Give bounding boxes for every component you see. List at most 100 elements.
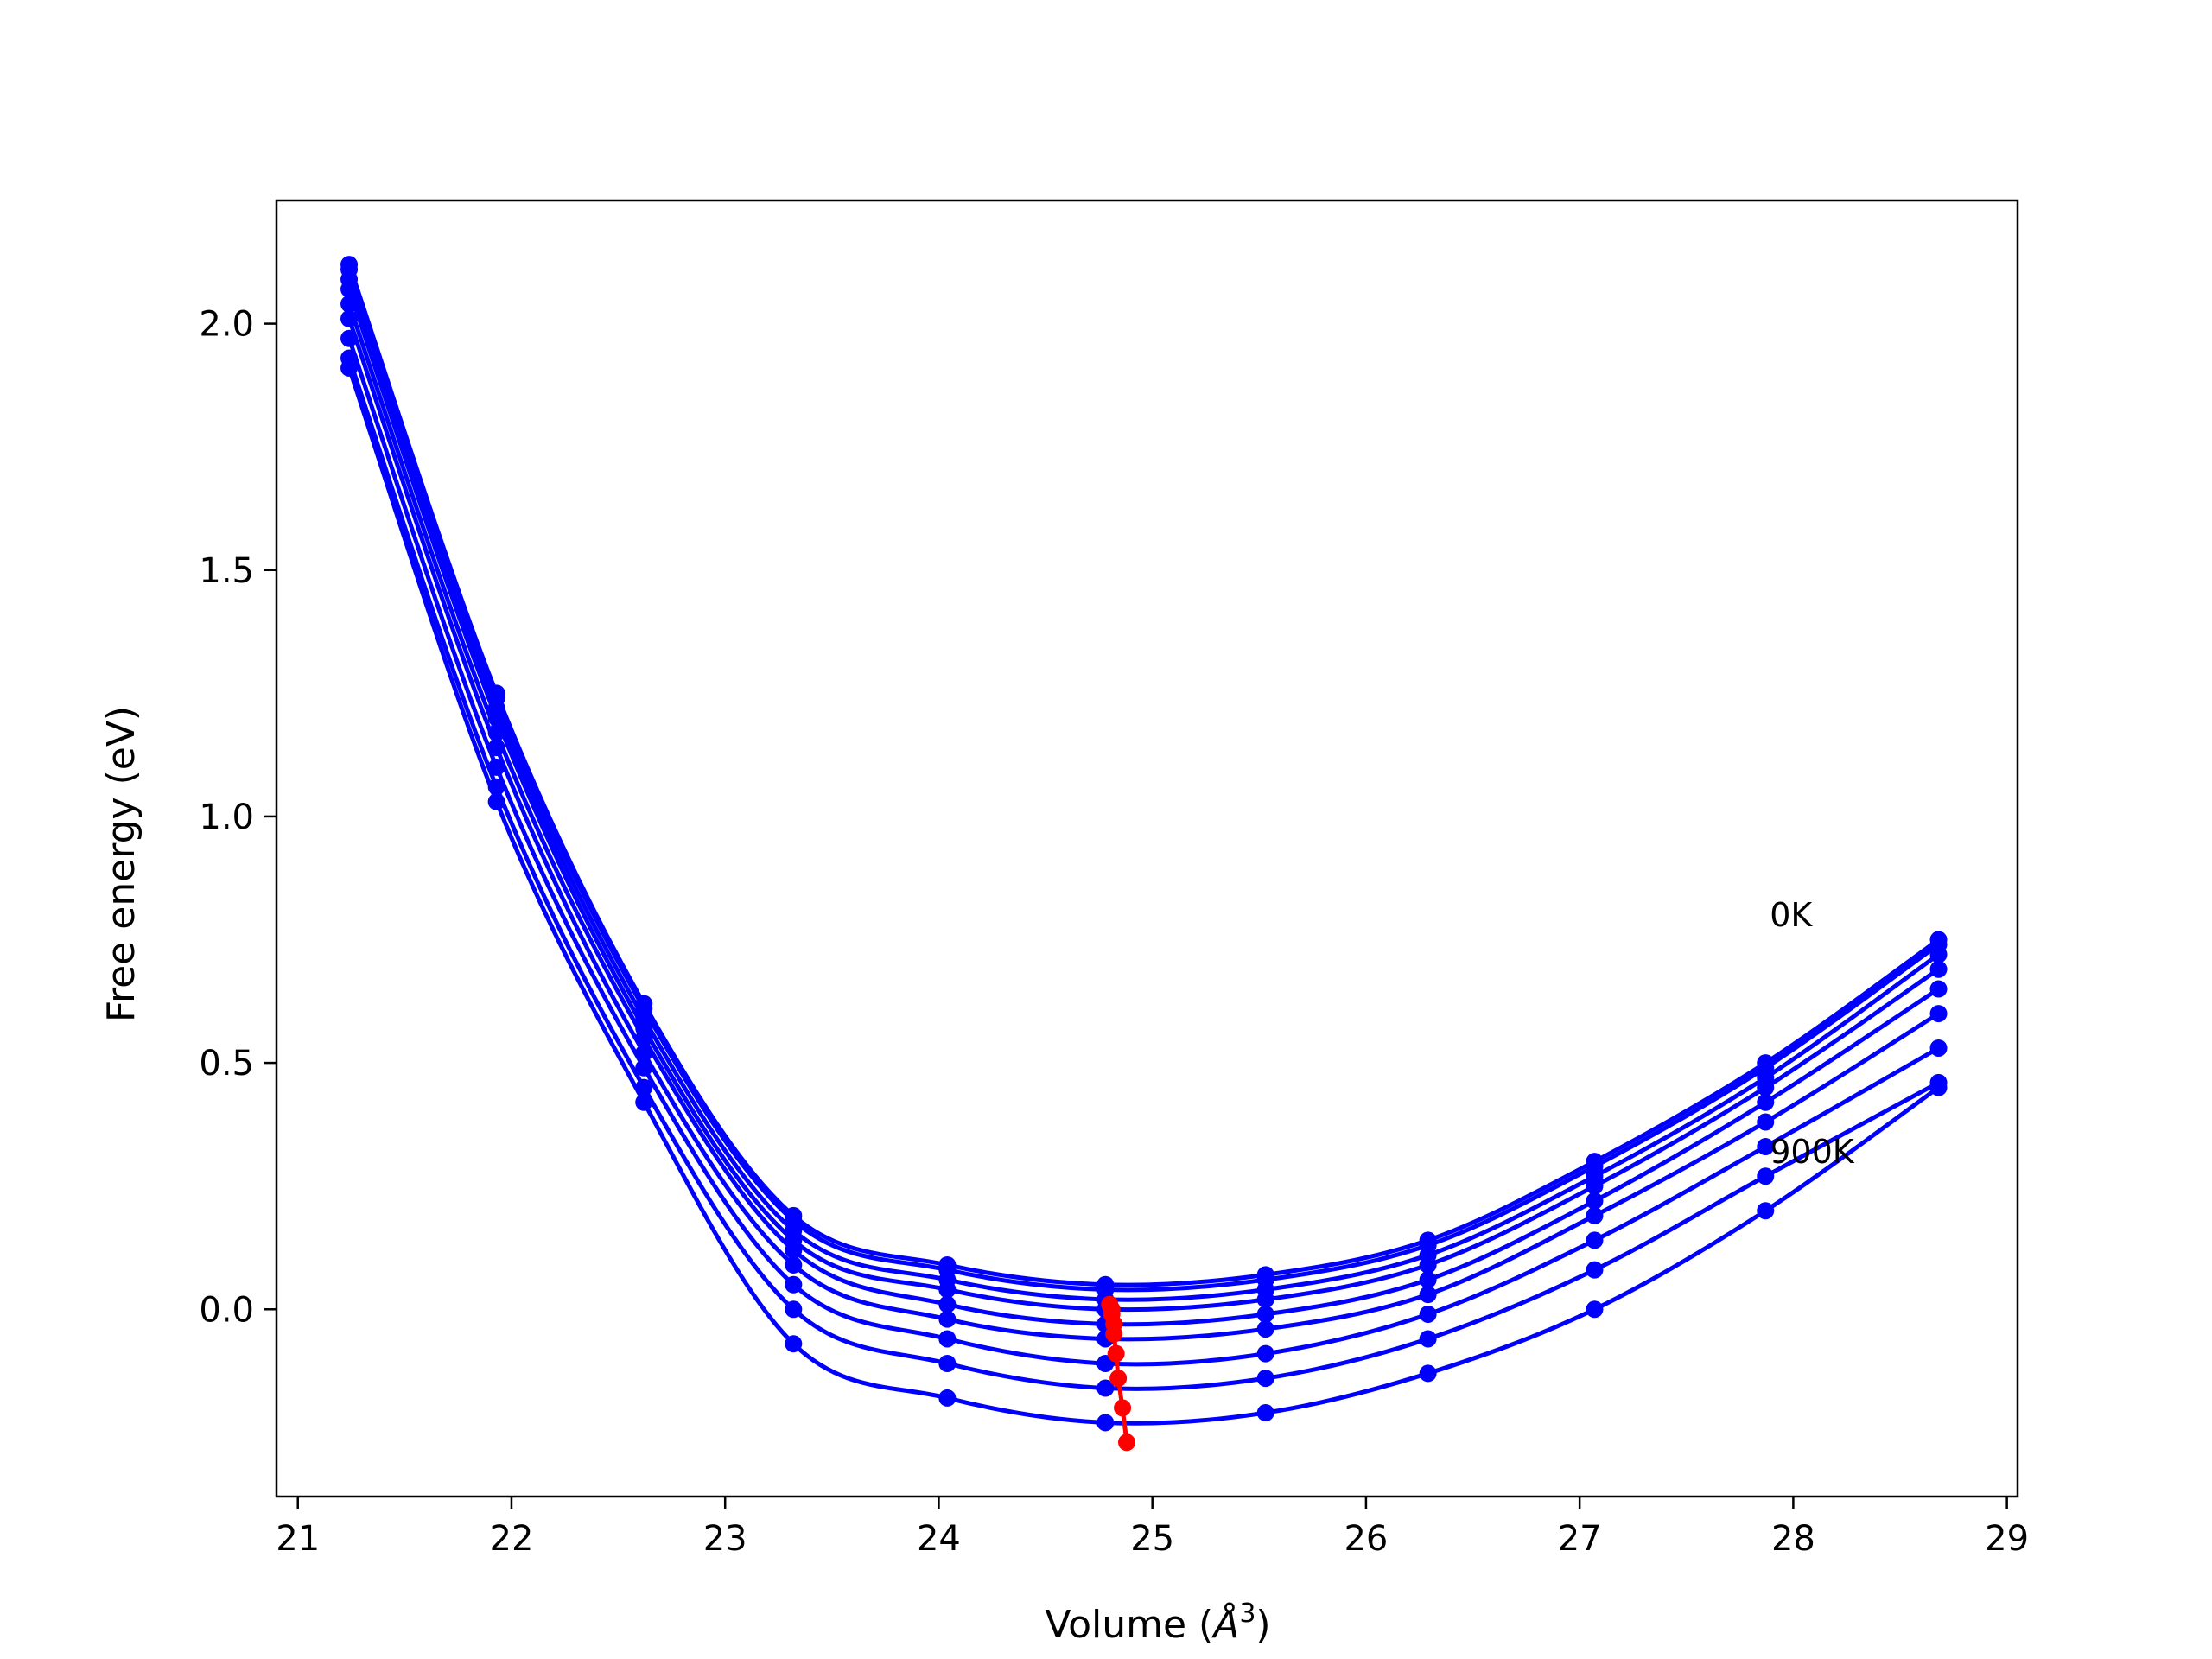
data-point [1256, 1404, 1274, 1422]
x-axis-label: Volume (Å3) [1045, 1599, 1270, 1647]
data-point [487, 792, 505, 810]
data-point [1256, 1290, 1274, 1308]
data-point [1757, 1078, 1775, 1096]
data-point [487, 758, 505, 776]
data-point [1586, 1177, 1604, 1195]
data-point [1096, 1379, 1115, 1397]
data-point [635, 1078, 653, 1096]
plot-area [275, 199, 2019, 1498]
x-tick-label: 21 [276, 1519, 320, 1559]
y-tick-label: 1.0 [199, 798, 254, 837]
data-point [340, 309, 359, 327]
data-point [1586, 1261, 1604, 1279]
x-tick-label: 27 [1558, 1519, 1602, 1559]
data-point [340, 329, 359, 347]
minimum-point [1107, 1344, 1125, 1363]
data-point [1757, 1093, 1775, 1111]
data-point [785, 1300, 803, 1319]
y-tick-label: 0.5 [199, 1044, 254, 1084]
x-tick-label: 24 [917, 1519, 961, 1559]
data-point [1419, 1364, 1437, 1382]
x-tick-label: 23 [703, 1519, 747, 1559]
data-point [1419, 1286, 1437, 1304]
data-point [1586, 1192, 1604, 1210]
data-point [785, 1275, 803, 1294]
annotation-label: 900K [1770, 1133, 1855, 1171]
annotations: 0K 900K [1770, 896, 1855, 1171]
data-point [938, 1389, 957, 1407]
minimum-point [1105, 1325, 1123, 1343]
data-point [340, 359, 359, 377]
minima-series [1101, 1295, 1136, 1452]
data-point [1096, 1414, 1115, 1432]
x-tick-label: 28 [1771, 1519, 1815, 1559]
data-point [1757, 1113, 1775, 1131]
data-point [635, 1029, 653, 1047]
data-point [938, 1281, 957, 1299]
x-tick-label: 22 [490, 1519, 534, 1559]
data-point [938, 1330, 957, 1348]
data-point [785, 1255, 803, 1274]
data-point [785, 1241, 803, 1259]
x-tick-label: 29 [1985, 1519, 2029, 1559]
data-point [1256, 1344, 1274, 1363]
fit-curve-series-5 [346, 318, 1940, 1342]
fit-curve-series-0 [346, 264, 1940, 1287]
data-point [1757, 1138, 1775, 1156]
data-point [1419, 1305, 1437, 1323]
fit-curve-series-2 [346, 278, 1940, 1302]
data-point [1929, 1078, 1948, 1096]
fit-curve-series-7 [346, 357, 1940, 1391]
y-axis: 0.0 0.5 1.0 1.5 2.0 [199, 305, 276, 1330]
data-points [340, 256, 1948, 1432]
data-point [1929, 945, 1948, 963]
data-point [487, 709, 505, 727]
data-point [1929, 1039, 1948, 1057]
data-point [785, 1335, 803, 1353]
data-point [938, 1310, 957, 1328]
data-point [1586, 1206, 1604, 1224]
data-point [1419, 1330, 1437, 1348]
data-point [340, 280, 359, 298]
y-axis-label: Free energy (eV) [99, 706, 143, 1022]
fit-curve-series-8 [346, 367, 1940, 1426]
data-point [938, 1295, 957, 1313]
fit-curve-series-6 [346, 337, 1940, 1367]
fit-curve-series-3 [346, 288, 1940, 1313]
fit-curve-series-1 [346, 269, 1940, 1293]
y-tick-label: 0.0 [199, 1290, 254, 1330]
minimum-point [1109, 1370, 1128, 1388]
data-point [635, 1093, 653, 1111]
fit-curves [346, 264, 1940, 1426]
data-point [340, 295, 359, 313]
data-point [635, 1058, 653, 1077]
data-point [1586, 1300, 1604, 1319]
y-tick-label: 1.5 [199, 551, 254, 591]
annotation-label: 0K [1770, 896, 1813, 934]
axes-frame [275, 199, 2019, 1498]
data-point [938, 1355, 957, 1373]
data-point [487, 723, 505, 741]
data-point [1419, 1255, 1437, 1274]
data-point [1256, 1370, 1274, 1388]
minimum-point [1114, 1399, 1132, 1417]
data-point [1419, 1271, 1437, 1289]
data-point [1929, 980, 1948, 998]
data-point [1256, 1305, 1274, 1323]
data-point [1256, 1320, 1274, 1338]
x-tick-label: 26 [1344, 1519, 1388, 1559]
data-point [635, 1044, 653, 1062]
y-tick-label: 2.0 [199, 305, 254, 345]
data-point [487, 778, 505, 796]
data-point [1586, 1231, 1604, 1249]
data-point [1757, 1167, 1775, 1185]
data-point [1929, 960, 1948, 978]
x-tick-label: 25 [1130, 1519, 1174, 1559]
data-point [1929, 1005, 1948, 1023]
data-point [1757, 1202, 1775, 1220]
minimum-point [1118, 1433, 1136, 1452]
data-point [487, 739, 505, 757]
x-axis: 21 22 23 24 25 26 27 28 29 [276, 1497, 2029, 1559]
fit-curve-series-4 [346, 302, 1940, 1327]
